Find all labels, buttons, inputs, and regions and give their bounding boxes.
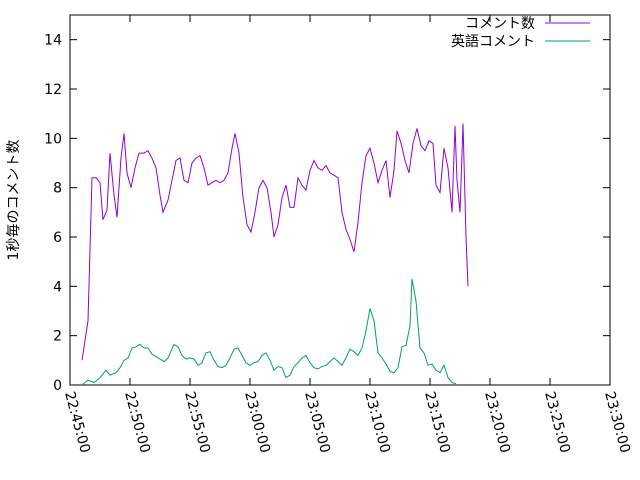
y-tick-label: 8: [53, 181, 62, 197]
y-axis-label: 1秒毎のコメント数: [6, 140, 22, 261]
x-tick-label: 23:10:00: [361, 390, 393, 455]
legend-label-1: コメント数: [465, 16, 535, 32]
y-tick-label: 12: [44, 82, 62, 98]
series-line-2: [81, 278, 457, 386]
y-tick-label: 4: [53, 279, 62, 295]
x-tick-label: 23:05:00: [301, 390, 333, 455]
plot-frame: [69, 14, 611, 386]
y-axis: 0 2 4 6 8 10 12 14: [44, 33, 610, 394]
series-line-1: [81, 123, 469, 361]
x-tick-label: 23:25:00: [541, 390, 573, 455]
y-tick-label: 14: [44, 33, 62, 49]
y-tick-label: 10: [44, 131, 62, 147]
y-tick-label: 2: [53, 329, 62, 345]
x-tick-label: 23:30:00: [601, 390, 633, 455]
x-tick-label: 22:50:00: [121, 390, 153, 455]
y-tick-label: 6: [53, 230, 62, 246]
x-tick-label: 22:45:00: [61, 390, 93, 455]
legend-label-2: 英語コメント: [451, 33, 535, 50]
x-tick-label: 23:15:00: [421, 390, 453, 455]
y-tick-label: 0: [53, 378, 62, 394]
series-lines: [81, 123, 469, 386]
x-tick-label: 23:00:00: [241, 390, 273, 455]
x-tick-label: 22:55:00: [181, 390, 213, 455]
x-tick-label: 23:20:00: [481, 390, 513, 455]
x-axis: 22:45:00 22:50:00 22:55:00 23:00:00 23:05:00…: [61, 15, 633, 455]
